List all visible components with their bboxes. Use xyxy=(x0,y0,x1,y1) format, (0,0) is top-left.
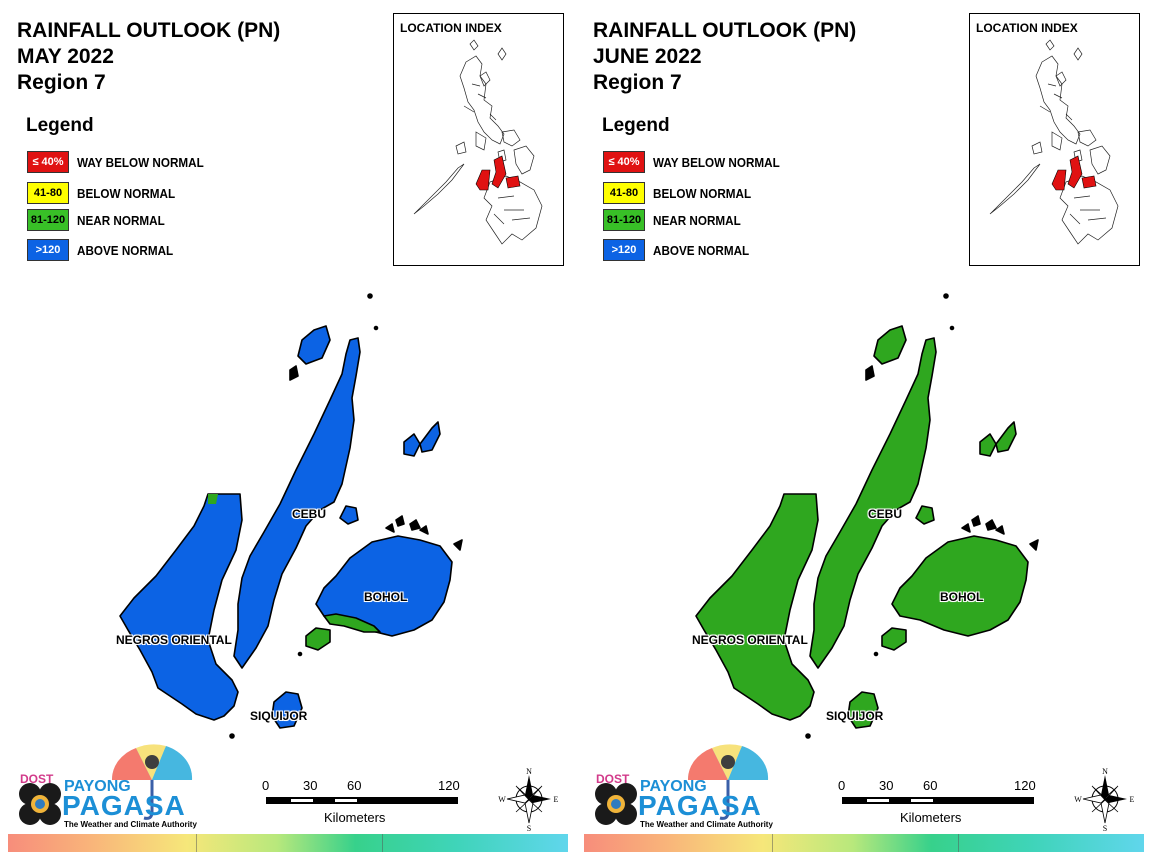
location-index: LOCATION INDEX xyxy=(393,13,564,266)
scale-tick: 30 xyxy=(303,778,318,793)
camotes-islands xyxy=(403,433,421,457)
legend-swatch: >120 xyxy=(603,239,645,261)
region-map xyxy=(695,293,1039,739)
legend-swatch: ≤ 40% xyxy=(603,151,645,173)
scale-tick: 60 xyxy=(347,778,362,793)
label-cebu: CEBU xyxy=(868,507,903,521)
cebu-province xyxy=(809,337,937,669)
logo-pagasa: PAGASA xyxy=(62,790,186,821)
footer-color-bar xyxy=(8,834,568,852)
north-arrow-icon: N S E W xyxy=(1074,767,1135,833)
logo-pagasa: PAGASA xyxy=(638,790,762,821)
siquijor-province xyxy=(271,691,303,729)
compass-n: N xyxy=(1102,767,1108,776)
north-arrow-icon: N S E W xyxy=(498,767,559,833)
title-line-3: Region 7 xyxy=(593,71,682,94)
negros-oriental-province xyxy=(119,493,243,721)
region-map xyxy=(119,293,463,739)
footer-color-bar xyxy=(584,834,1144,852)
logo-tagline: The Weather and Climate Authority xyxy=(64,820,197,829)
title-line-3: Region 7 xyxy=(17,71,106,94)
logo-payong: PAYONG xyxy=(64,778,131,795)
scale-tick: 0 xyxy=(838,778,846,793)
legend-swatch: 81-120 xyxy=(27,209,69,231)
legend-label: WAY BELOW NORMAL xyxy=(653,155,780,170)
bantayan-island xyxy=(873,325,907,365)
bohol-province xyxy=(891,535,1029,637)
legend-swatch: 41-80 xyxy=(603,182,645,204)
scale-unit: Kilometers xyxy=(900,810,962,825)
legend-title: Legend xyxy=(26,115,94,136)
logo-dost: DOST xyxy=(596,772,630,786)
panel-may: RAINFALL OUTLOOK (PN) MAY 2022 Region 7 … xyxy=(8,13,568,852)
scale-tick: 0 xyxy=(262,778,270,793)
location-index-title: LOCATION INDEX xyxy=(400,21,502,35)
scale-bar-track xyxy=(266,797,458,804)
legend-label: WAY BELOW NORMAL xyxy=(77,155,204,170)
location-index-title: LOCATION INDEX xyxy=(976,21,1078,35)
compass-s: S xyxy=(1103,824,1107,833)
map-title: RAINFALL OUTLOOK (PN) JUNE 2022 Region 7 xyxy=(593,18,856,96)
scale-unit: Kilometers xyxy=(324,810,386,825)
scale-bar: 0 30 60 120 Kilometers xyxy=(838,778,1042,838)
umbrella-icon xyxy=(595,744,769,825)
scale-tick: 30 xyxy=(879,778,894,793)
camotes-islands xyxy=(979,433,997,457)
legend-label: NEAR NORMAL xyxy=(653,213,741,228)
label-cebu: CEBU xyxy=(292,507,327,521)
scale-bar: 0 30 60 120 Kilometers xyxy=(262,778,466,838)
legend-swatch: 41-80 xyxy=(27,182,69,204)
compass-e: E xyxy=(554,795,559,804)
label-negros-oriental: NEGROS ORIENTAL xyxy=(692,633,808,647)
payong-pagasa-logo: DOST PAYONG PAGASA The Weather and Clima… xyxy=(592,740,773,832)
compass-w: W xyxy=(1074,795,1082,804)
bantayan-island xyxy=(297,325,331,365)
philippines-outline xyxy=(413,39,543,245)
siquijor-province xyxy=(847,691,879,729)
legend-title: Legend xyxy=(602,115,670,136)
label-siquijor: SIQUIJOR xyxy=(826,709,884,723)
compass-e: E xyxy=(1130,795,1135,804)
legend-swatch: ≤ 40% xyxy=(27,151,69,173)
title-line-1: RAINFALL OUTLOOK (PN) xyxy=(593,19,857,42)
label-negros-oriental: NEGROS ORIENTAL xyxy=(116,633,232,647)
logo-dost: DOST xyxy=(20,772,54,786)
legend-swatch: >120 xyxy=(27,239,69,261)
compass-n: N xyxy=(526,767,532,776)
title-line-2: MAY 2022 xyxy=(17,45,114,68)
payong-pagasa-logo: DOST PAYONG PAGASA The Weather and Clima… xyxy=(16,740,197,832)
cebu-province xyxy=(233,337,361,669)
legend-swatch: 81-120 xyxy=(603,209,645,231)
umbrella-icon xyxy=(19,744,193,825)
compass-s: S xyxy=(527,824,531,833)
scale-tick: 120 xyxy=(1014,778,1036,793)
region-7-highlight xyxy=(475,155,521,191)
philippines-outline xyxy=(989,39,1119,245)
label-bohol: BOHOL xyxy=(364,590,408,604)
legend-label: ABOVE NORMAL xyxy=(653,243,750,258)
scale-tick: 60 xyxy=(923,778,938,793)
scale-tick: 120 xyxy=(438,778,460,793)
location-index: LOCATION INDEX xyxy=(969,13,1140,266)
scale-bar-track xyxy=(842,797,1034,804)
legend-label: NEAR NORMAL xyxy=(77,213,165,228)
title-line-1: RAINFALL OUTLOOK (PN) xyxy=(17,19,281,42)
negros-oriental-province xyxy=(695,493,819,721)
legend-label: ABOVE NORMAL xyxy=(77,243,174,258)
map-title: RAINFALL OUTLOOK (PN) MAY 2022 Region 7 xyxy=(17,18,280,96)
compass-w: W xyxy=(498,795,506,804)
label-siquijor: SIQUIJOR xyxy=(250,709,308,723)
logo-tagline: The Weather and Climate Authority xyxy=(640,820,773,829)
title-line-2: JUNE 2022 xyxy=(593,45,702,68)
label-bohol: BOHOL xyxy=(940,590,984,604)
region-7-highlight xyxy=(1051,155,1097,191)
legend-label: BELOW NORMAL xyxy=(653,186,752,201)
logo-payong: PAYONG xyxy=(640,778,707,795)
bohol-province xyxy=(315,535,453,637)
panel-june: RAINFALL OUTLOOK (PN) JUNE 2022 Region 7… xyxy=(576,0,1152,864)
legend-label: BELOW NORMAL xyxy=(77,186,176,201)
